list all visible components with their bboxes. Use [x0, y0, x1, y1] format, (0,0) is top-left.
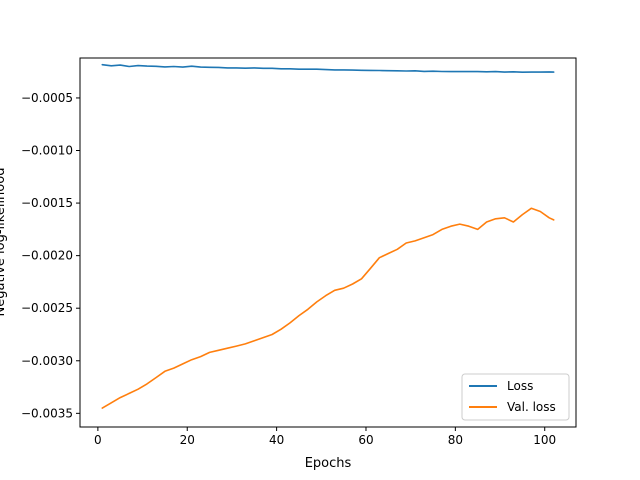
x-tick-label: 100 — [533, 433, 556, 447]
y-tick-label: −0.0025 — [21, 301, 73, 315]
y-tick-label: −0.0020 — [21, 249, 73, 263]
y-tick-label: −0.0010 — [21, 144, 73, 158]
y-tick-label: −0.0015 — [21, 196, 73, 210]
series-line-loss — [101, 63, 555, 73]
x-tick-label: 0 — [94, 433, 102, 447]
x-axis: 0 20 40 60 80 100 — [94, 427, 556, 447]
series-layer — [101, 63, 555, 409]
legend-label-loss: Loss — [507, 379, 533, 393]
y-axis-label: Negative log-likelihood — [0, 168, 8, 317]
y-axis: −0.0005 −0.0010 −0.0015 −0.0020 −0.0025 −0.00… — [21, 91, 80, 420]
legend-label-val-loss: Val. loss — [507, 400, 556, 414]
y-tick-label: −0.0030 — [21, 354, 73, 368]
x-tick-label: 60 — [358, 433, 373, 447]
legend: Loss Val. loss — [461, 373, 570, 421]
plot-frame — [79, 57, 577, 428]
plot-background — [80, 58, 576, 427]
x-tick-label: 80 — [448, 433, 463, 447]
series-line-val-loss — [101, 207, 555, 409]
y-tick-label: −0.0005 — [21, 91, 73, 105]
y-tick-label: −0.0035 — [21, 406, 73, 420]
x-tick-label: 40 — [269, 433, 284, 447]
x-axis-label: Epochs — [305, 456, 352, 471]
x-tick-label: 20 — [180, 433, 195, 447]
